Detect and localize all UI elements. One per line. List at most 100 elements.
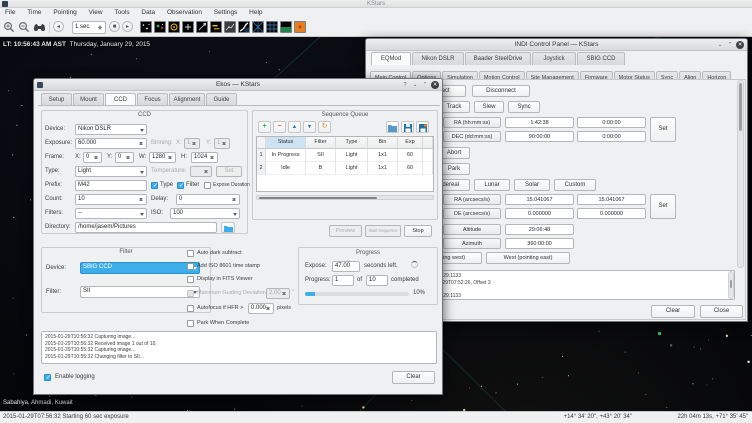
toggle-horizontal-grid-icon[interactable] [266,21,278,33]
device-tab-joystick[interactable]: Joystick [532,52,576,65]
menu-file[interactable]: File [5,9,16,16]
indi-log-scrollbar[interactable] [728,271,734,299]
tab-ccd[interactable]: CCD [105,93,136,106]
tab-mount[interactable]: Mount [73,93,104,106]
reset-queue-button[interactable]: ↻ [318,121,331,133]
prefix-filter-checkbox[interactable] [177,182,184,189]
menu-settings[interactable]: Settings [213,9,238,16]
col-type[interactable]: Type [336,137,368,149]
filter-device-select[interactable]: SBIG CCD [80,262,200,274]
menu-data[interactable]: Data [141,9,156,16]
zoom-out-icon[interactable] [18,21,31,34]
autofocus-hfr-spinner[interactable]: 0.000 [248,303,274,314]
toggle-labels-icon[interactable] [210,21,222,33]
fits-viewer-checkbox[interactable] [187,276,194,283]
rate-solar-button[interactable]: Solar [514,179,550,191]
menu-view[interactable]: View [88,9,103,16]
toggle-supernovae-icon[interactable] [182,21,194,33]
count-spinner[interactable]: 10 [75,194,147,205]
pier-west-button[interactable]: West (pointing east) [486,252,570,264]
browse-directory-button[interactable] [221,222,235,233]
device-tab-sbig-ccd[interactable]: SBIG CCD [577,52,625,65]
col-filter[interactable]: Filter [306,137,336,149]
frame-w-spinner[interactable]: 1280 [149,152,176,163]
rate-lunar-button[interactable]: Lunar [474,179,510,191]
minimize-icon[interactable]: ⌄ [717,42,723,48]
tab-setup[interactable]: Setup [41,93,72,106]
device-tab-baader-steeldrive[interactable]: Baader SteelDrive [465,52,531,65]
toggle-solar-system-icon[interactable] [168,21,180,33]
slew-button[interactable]: Slew [474,101,504,113]
rate-custom-button[interactable]: Custom [554,179,596,191]
frame-h-spinner[interactable]: 1024 [191,152,218,163]
toggle-horizon-icon[interactable] [280,21,292,33]
indi-clear-button[interactable]: Clear [651,305,695,318]
filters-select[interactable]: -- [75,208,147,219]
sequence-row-1[interactable]: 1 In Progress SII Light 1x1 60 [257,149,433,162]
exposure-spinner[interactable]: 60.000 [75,138,147,149]
prefix-expose-checkbox[interactable] [204,182,211,189]
remove-job-button[interactable]: − [273,121,286,133]
col-bin[interactable]: Bin [368,137,398,149]
device-tab-nikon-dslr[interactable]: Nikon DSLR [412,52,464,65]
frame-type-select[interactable]: Light [75,166,147,177]
device-tab-eqmod[interactable]: EQMod [371,52,411,65]
time-step-spinner[interactable]: 1 sec [72,21,106,34]
zoom-in-icon[interactable] [3,21,16,34]
indi-scrollbar[interactable] [737,80,744,268]
help-icon[interactable]: ? [403,82,407,88]
enable-logging-checkbox[interactable] [44,374,51,381]
dec-target-input[interactable]: 0:00:00 [577,131,646,142]
menu-tools[interactable]: Tools [114,9,130,16]
close-icon[interactable]: ✕ [736,41,744,49]
toggle-flags-icon[interactable] [294,21,306,33]
close-icon[interactable]: ✕ [431,81,439,89]
tab-alignment[interactable]: Alignment [169,93,205,106]
maximize-icon[interactable]: ⌃ [422,82,428,88]
find-object-icon[interactable] [33,21,46,34]
menu-pointing[interactable]: Pointing [53,9,77,16]
prefix-input[interactable]: M42 [75,180,147,191]
add-job-button[interactable]: + [258,121,271,133]
move-up-button[interactable]: ▲ [288,121,301,133]
sequence-scrollbar[interactable] [256,195,434,200]
sequence-row-2[interactable]: 2 Idle B Light 1x1 60 [257,162,433,175]
disconnect-button[interactable]: Disconnect [472,85,530,97]
tab-focus[interactable]: Focus [137,93,168,106]
save-sequence-button[interactable] [401,121,414,133]
ekos-clear-button[interactable]: Clear [392,371,435,384]
toggle-equatorial-grid-icon[interactable] [252,21,264,33]
ccd-device-select[interactable]: Nikon DSLR [75,124,147,135]
open-sequence-button[interactable] [386,121,399,133]
iso-select[interactable]: 100 [170,208,240,219]
indi-close-button[interactable]: Close [700,305,743,318]
col-status[interactable]: Status [266,137,306,149]
frame-y-spinner[interactable]: 0 [115,152,134,163]
delay-spinner[interactable]: 0 [176,194,240,205]
auto-dark-checkbox[interactable] [187,250,194,257]
toggle-milky-way-icon[interactable] [238,21,250,33]
toggle-satellites-icon[interactable] [196,21,208,33]
spin-arrows-icon[interactable] [97,22,104,33]
filter-select[interactable]: SII [80,286,200,298]
toggle-constellation-lines-icon[interactable] [224,21,236,33]
park-complete-checkbox[interactable] [187,320,194,327]
time-forward-button[interactable]: ▸ [122,21,133,32]
ra-rate-input[interactable]: 15.041067 [577,194,646,205]
sequence-table[interactable]: Status Filter Type Bin Exp 1 In Progress… [256,136,434,192]
ekos-titlebar[interactable]: Ekos — KStars [34,79,442,91]
move-down-button[interactable]: ▼ [303,121,316,133]
autofocus-checkbox[interactable] [187,305,194,312]
col-exp[interactable]: Exp [398,137,423,149]
menu-time[interactable]: Time [27,9,42,16]
maximize-icon[interactable]: ⌃ [727,42,733,48]
menu-help[interactable]: Help [249,9,263,16]
directory-input[interactable]: /home/jasem/Pictures [75,222,217,233]
track-button[interactable]: Track [438,101,470,113]
tab-guide[interactable]: Guide [206,93,237,106]
prefix-type-checkbox[interactable] [151,182,158,189]
rate-set-button[interactable]: Set [650,194,676,219]
save-sequence-as-button[interactable] [416,121,429,133]
minimize-icon[interactable]: ⌄ [412,82,418,88]
ra-target-input[interactable]: 0:00:00 [577,117,646,128]
